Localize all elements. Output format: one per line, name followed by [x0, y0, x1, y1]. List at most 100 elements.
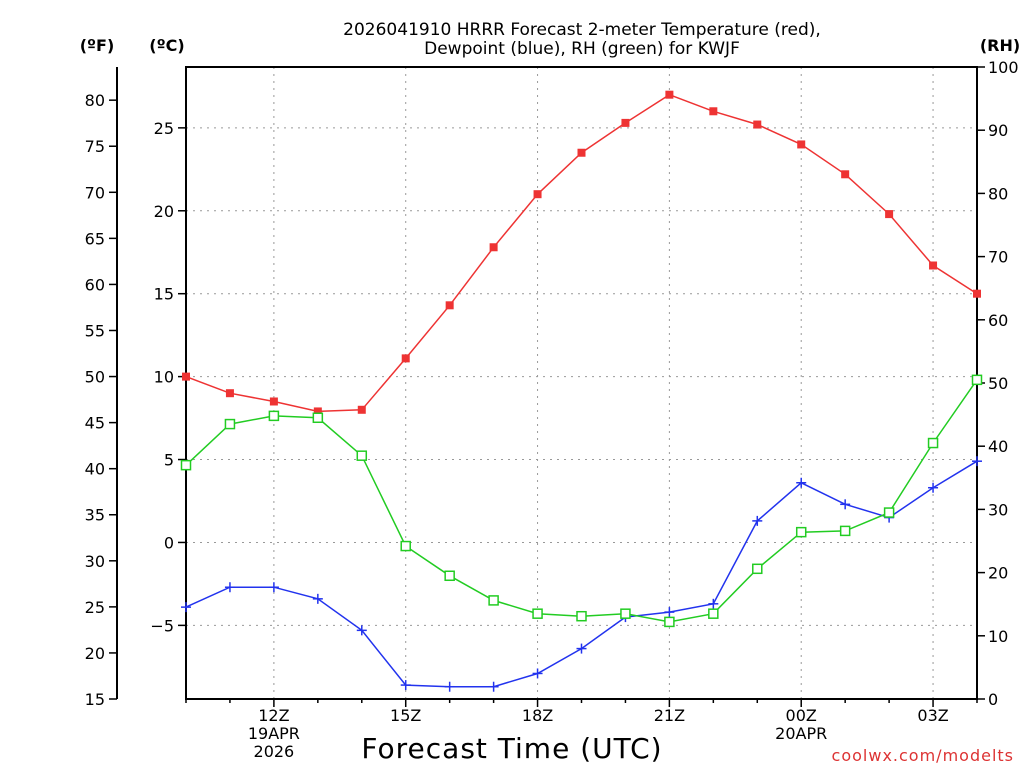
- rh-tick-label: 90: [988, 121, 1008, 140]
- x-tick-label: 19APR: [248, 724, 300, 743]
- x-tick-label: 20APR: [775, 724, 827, 743]
- temperature-point: [269, 397, 278, 406]
- celsius-axis-label: (ºC): [149, 36, 184, 55]
- temperature-point: [841, 170, 850, 179]
- rh-line: [185, 379, 978, 623]
- rh-point: [356, 450, 368, 461]
- temperature-point: [665, 90, 674, 99]
- axes: 15 20 25 30 35 40 45 50 55 60 65 70 75 80 −5 0 5 10 15 20 25…: [85, 58, 1019, 761]
- fahrenheit-tick-label: 40: [85, 460, 105, 479]
- dewpoint-point: [268, 582, 279, 593]
- fahrenheit-tick-label: 15: [85, 690, 105, 709]
- temperature-point: [401, 354, 410, 363]
- x-tick-label: 18Z: [522, 706, 553, 725]
- dewpoint-point: [796, 477, 807, 488]
- rh-tick-label: 80: [988, 184, 1008, 203]
- chart-title-line2: Dewpoint (blue), RH (green) for KWJF: [424, 39, 740, 59]
- rh-tick-label: 30: [988, 500, 1008, 519]
- fahrenheit-tick-label: 25: [85, 598, 105, 617]
- dewpoint-point: [532, 668, 543, 679]
- dewpoint-point: [444, 681, 455, 692]
- fahrenheit-tick-label: 65: [85, 229, 105, 248]
- dewpoint-point: [972, 456, 982, 467]
- fahrenheit-axis-label: (ºF): [80, 36, 115, 55]
- dewpoint-point: [664, 607, 675, 618]
- dewpoint-point: [576, 643, 587, 654]
- rh-point: [532, 608, 543, 619]
- temperature-point: [489, 243, 498, 252]
- rh-point: [400, 540, 411, 552]
- rh-tick-label: 10: [988, 627, 1008, 646]
- dewpoint-point: [488, 681, 499, 692]
- fahrenheit-tick-label: 20: [85, 644, 105, 663]
- fahrenheit-tick-label: 55: [85, 321, 105, 340]
- celsius-tick-label: 25: [154, 119, 174, 138]
- x-tick-label: 00Z: [786, 706, 817, 725]
- rh-point: [312, 412, 324, 424]
- temperature-point: [621, 118, 630, 127]
- rh-axis-label: (RH): [980, 36, 1020, 55]
- dewpoint-point: [224, 582, 235, 593]
- celsius-tick-label: −5: [150, 616, 174, 635]
- fahrenheit-tick-label: 30: [85, 552, 105, 571]
- fahrenheit-tick-label: 75: [85, 137, 105, 156]
- x-tick-label: 12Z: [258, 706, 289, 725]
- temperature-point: [973, 289, 981, 298]
- rh-point: [488, 595, 499, 606]
- fahrenheit-tick-label: 45: [85, 414, 105, 433]
- dewpoint-point: [312, 593, 323, 604]
- rh-point: [224, 418, 236, 430]
- celsius-tick-label: 10: [154, 368, 174, 387]
- grid-lines: [186, 67, 977, 699]
- rh-point: [664, 616, 675, 628]
- celsius-tick-label: 15: [154, 285, 174, 304]
- temperature-point: [753, 120, 762, 129]
- x-axis-label: Forecast Time (UTC): [361, 732, 662, 765]
- rh-point: [708, 608, 719, 619]
- temperature-point: [929, 261, 938, 270]
- x-tick-label: 2026: [254, 742, 295, 761]
- data-series: [180, 90, 983, 692]
- fahrenheit-tick-label: 50: [85, 368, 105, 387]
- rh-point: [927, 437, 939, 449]
- dewpoint-point: [928, 482, 939, 493]
- rh-tick-label: 60: [988, 311, 1008, 330]
- rh-tick-label: 0: [988, 690, 998, 709]
- temperature-point: [357, 405, 366, 414]
- rh-point: [620, 608, 631, 619]
- dewpoint-point: [840, 499, 851, 510]
- dewpoint-point: [356, 625, 367, 636]
- rh-point: [883, 507, 895, 518]
- fahrenheit-tick-label: 60: [85, 275, 105, 294]
- x-tick-label: 03Z: [917, 706, 948, 725]
- temperature-point: [577, 148, 586, 157]
- rh-point: [180, 459, 192, 471]
- temperature-point: [313, 407, 322, 416]
- celsius-tick-label: 0: [164, 533, 174, 552]
- rh-tick-label: 20: [988, 564, 1008, 583]
- temperature-line: [185, 93, 978, 413]
- dewpoint-point: [752, 515, 763, 526]
- rh-tick-label: 70: [988, 248, 1008, 267]
- rh-point: [444, 570, 455, 582]
- dewpoint-point: [400, 680, 411, 691]
- temperature-point: [709, 107, 718, 116]
- celsius-tick-label: 20: [154, 202, 174, 221]
- fahrenheit-tick-label: 35: [85, 506, 105, 525]
- chart-title-line1: 2026041910 HRRR Forecast 2-meter Tempera…: [343, 20, 821, 40]
- watermark: coolwx.com/modelts: [832, 746, 1014, 765]
- rh-tick-label: 40: [988, 437, 1008, 456]
- rh-point: [795, 526, 807, 538]
- plot-frame: [185, 66, 978, 700]
- temperature-point: [797, 140, 806, 149]
- rh-point: [971, 374, 983, 386]
- x-tick-label: 15Z: [390, 706, 421, 725]
- celsius-tick-label: 5: [164, 451, 174, 470]
- rh-point: [576, 610, 587, 622]
- fahrenheit-tick-label: 80: [85, 91, 105, 110]
- rh-point: [752, 563, 763, 575]
- fahrenheit-tick-label: 70: [85, 183, 105, 202]
- temperature-point: [533, 190, 542, 199]
- rh-point: [268, 410, 280, 422]
